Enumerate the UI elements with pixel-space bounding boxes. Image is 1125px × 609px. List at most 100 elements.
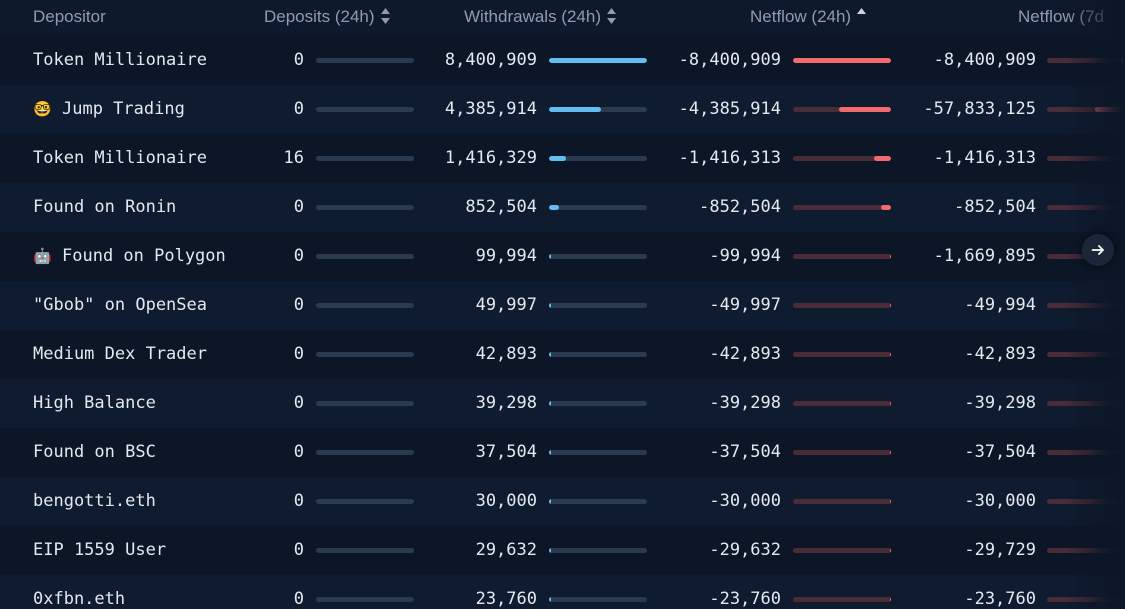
withdrawals-value: 39,298 — [475, 393, 537, 413]
deposits-value: 0 — [293, 295, 304, 315]
depositor-cell[interactable]: "Gbob" on OpenSea — [33, 281, 207, 330]
depositor-cell[interactable]: 🤖 Found on Polygon — [33, 232, 226, 281]
entity-emoji-icon: 🤖 — [33, 247, 52, 265]
column-header-label: Deposits (24h) — [264, 7, 375, 26]
table-header: Depositor Deposits (24h) Withdrawals (24… — [0, 0, 1125, 36]
deposits-bar — [316, 499, 414, 504]
netflow-7d-bar — [1047, 156, 1125, 161]
withdrawals-bar-fill — [549, 107, 601, 112]
netflow-24h-bar — [793, 597, 891, 602]
netflow-24h-bar — [793, 352, 891, 357]
sort-both-icon[interactable] — [606, 7, 617, 25]
withdrawals-bar-fill — [549, 303, 551, 308]
deposits-value: 0 — [293, 393, 304, 413]
netflow-24h-value: -23,760 — [709, 589, 781, 609]
column-header-label: Netflow (7d — [1018, 7, 1104, 26]
depositor-cell[interactable]: High Balance — [33, 379, 156, 428]
depositor-cell[interactable]: Found on Ronin — [33, 183, 176, 232]
netflow-24h-bar — [793, 254, 891, 259]
withdrawals-bar-fill — [549, 450, 551, 455]
depositor-cell[interactable]: Found on BSC — [33, 428, 156, 477]
withdrawals-value: 30,000 — [475, 491, 537, 511]
netflow-24h-bar-fill — [793, 58, 891, 63]
arrow-right-icon — [1091, 245, 1104, 255]
table-row[interactable]: Found on BSC 0 37,504 -37,504 -37,504 — [0, 428, 1125, 477]
netflow-24h-bar-fill — [889, 597, 891, 602]
netflow-7d-bar — [1047, 401, 1125, 406]
depositor-cell[interactable]: 🤓 Jump Trading — [33, 85, 185, 134]
column-header-netflow-24h[interactable]: Netflow (24h) — [750, 0, 867, 34]
depositor-cell[interactable]: Token Millionaire — [33, 36, 207, 85]
netflow-24h-bar — [793, 156, 891, 161]
column-header-depositor[interactable]: Depositor — [33, 0, 106, 34]
netflow-7d-value: -1,416,313 — [933, 148, 1036, 168]
withdrawals-bar-fill — [549, 254, 551, 259]
deposits-value: 0 — [293, 589, 304, 609]
deposits-bar — [316, 352, 414, 357]
scroll-right-button[interactable] — [1082, 234, 1114, 266]
column-header-withdrawals[interactable]: Withdrawals (24h) — [464, 0, 617, 34]
table-row[interactable]: 0xfbn.eth 0 23,760 -23,760 -23,760 — [0, 575, 1125, 609]
netflow-7d-bar — [1047, 548, 1125, 553]
withdrawals-bar — [549, 205, 647, 210]
netflow-7d-value: -23,760 — [964, 589, 1036, 609]
netflow-24h-bar-fill — [839, 107, 891, 112]
table-row[interactable]: EIP 1559 User 0 29,632 -29,632 -29,729 — [0, 526, 1125, 575]
table-row[interactable]: 🤓 Jump Trading 0 4,385,914 -4,385,914 -57,833… — [0, 85, 1125, 134]
netflow-7d-bar — [1047, 597, 1125, 602]
depositor-name: EIP 1559 User — [33, 540, 167, 560]
column-header-label: Depositor — [33, 7, 106, 26]
netflow-24h-bar-fill — [889, 450, 891, 455]
depositor-cell[interactable]: Medium Dex Trader — [33, 330, 207, 379]
sort-ascending-icon[interactable] — [856, 7, 867, 25]
table-row[interactable]: 🤖 Found on Polygon 0 99,994 -99,994 -1,669,89… — [0, 232, 1125, 281]
column-header-deposits[interactable]: Deposits (24h) — [264, 0, 391, 34]
netflow-24h-bar — [793, 107, 891, 112]
withdrawals-value: 42,893 — [475, 344, 537, 364]
depositor-name: High Balance — [33, 393, 156, 413]
netflow-24h-bar — [793, 401, 891, 406]
netflow-24h-value: -30,000 — [709, 491, 781, 511]
table-row[interactable]: "Gbob" on OpenSea 0 49,997 -49,997 -49,994 — [0, 281, 1125, 330]
depositor-name: Found on Polygon — [62, 246, 226, 266]
depositor-cell[interactable]: EIP 1559 User — [33, 526, 166, 575]
column-header-label: Withdrawals (24h) — [464, 7, 601, 26]
deposits-value: 0 — [293, 99, 304, 119]
netflow-7d-bar-fill — [1120, 58, 1125, 63]
withdrawals-value: 8,400,909 — [444, 50, 537, 70]
netflow-24h-value: -4,385,914 — [678, 99, 781, 119]
depositor-cell[interactable]: bengotti.eth — [33, 477, 156, 526]
depositor-name: Token Millionaire — [33, 148, 207, 168]
table-row[interactable]: Medium Dex Trader 0 42,893 -42,893 -42,893 — [0, 330, 1125, 379]
depositor-cell[interactable]: Token Millionaire — [33, 134, 207, 183]
deposits-value: 16 — [283, 148, 304, 168]
table-row[interactable]: Token Millionaire 0 8,400,909 -8,400,909 -8,… — [0, 36, 1125, 85]
withdrawals-bar-fill — [549, 548, 551, 553]
table-row[interactable]: Token Millionaire 16 1,416,329 -1,416,313 -1… — [0, 134, 1125, 183]
netflow-24h-bar — [793, 450, 891, 455]
deposits-value: 0 — [293, 344, 304, 364]
depositor-cell[interactable]: 0xfbn.eth — [33, 575, 125, 609]
table-row[interactable]: High Balance 0 39,298 -39,298 -39,298 — [0, 379, 1125, 428]
column-header-netflow-7d[interactable]: Netflow (7d — [1018, 0, 1104, 34]
withdrawals-bar — [549, 58, 647, 63]
deposits-bar — [316, 107, 414, 112]
netflow-7d-bar-fill — [1095, 107, 1125, 112]
netflow-24h-value: -29,632 — [709, 540, 781, 560]
netflow-7d-bar — [1047, 499, 1125, 504]
netflow-24h-bar-fill — [889, 254, 891, 259]
withdrawals-bar — [549, 352, 647, 357]
depositor-name: 0xfbn.eth — [33, 589, 126, 609]
netflow-24h-value: -852,504 — [699, 197, 781, 217]
table-row[interactable]: bengotti.eth 0 30,000 -30,000 -30,000 — [0, 477, 1125, 526]
netflow-24h-value: -49,997 — [709, 295, 781, 315]
withdrawals-value: 852,504 — [465, 197, 537, 217]
netflow-7d-value: -852,504 — [954, 197, 1036, 217]
withdrawals-bar — [549, 303, 647, 308]
deposits-bar — [316, 597, 414, 602]
withdrawals-bar-fill — [549, 597, 551, 602]
sort-both-icon[interactable] — [380, 7, 391, 25]
table-row[interactable]: Found on Ronin 0 852,504 -852,504 -852,504 — [0, 183, 1125, 232]
netflow-7d-value: -49,994 — [964, 295, 1036, 315]
